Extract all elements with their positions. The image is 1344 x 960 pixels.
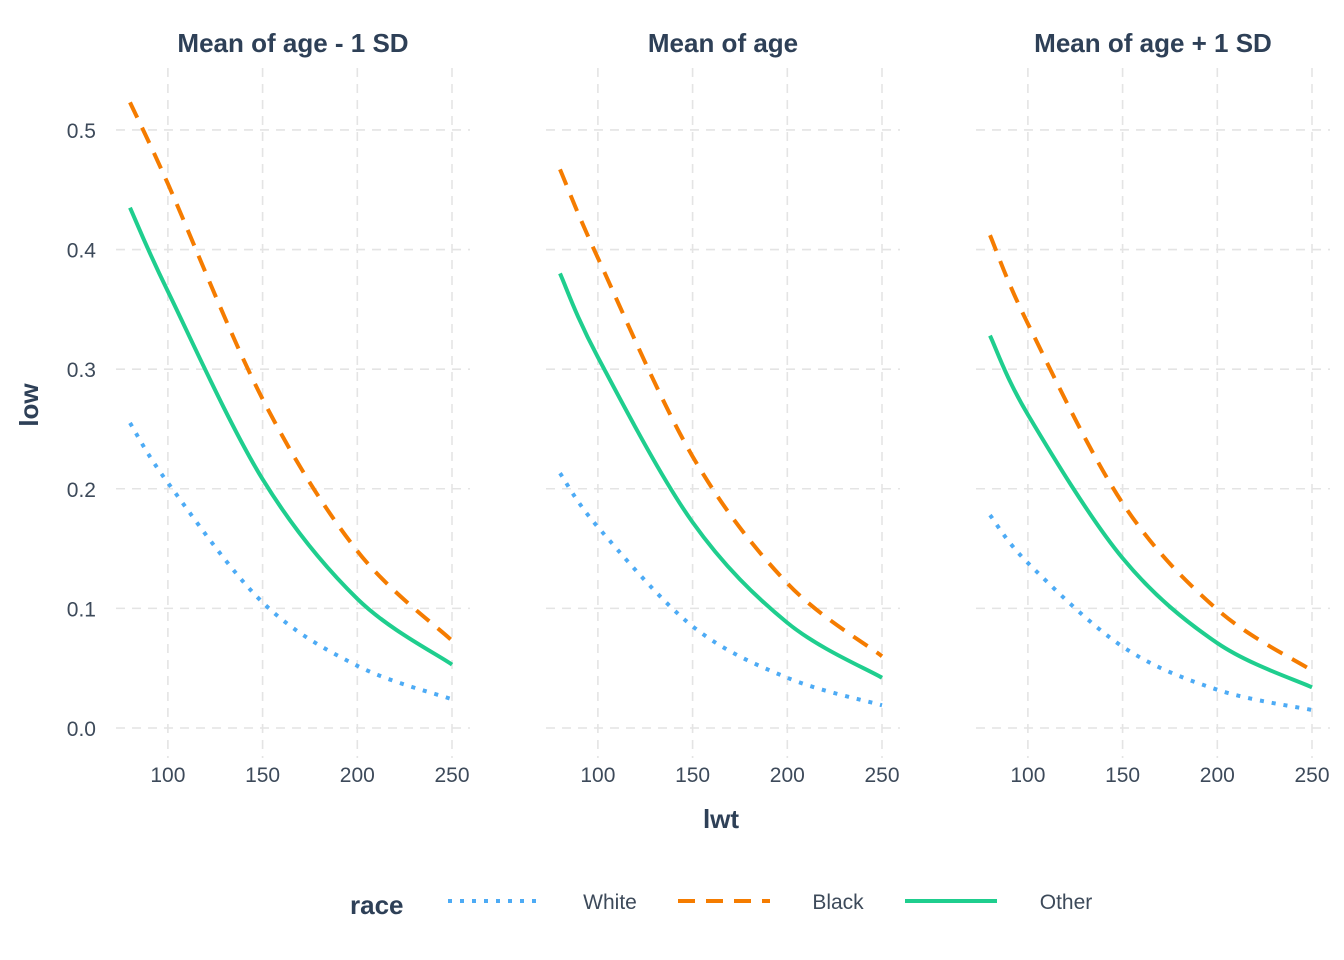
x-tick-label: 150 bbox=[1105, 764, 1140, 787]
facet-panel: Mean of age - 1 SD 100 150 200 250 bbox=[116, 28, 470, 787]
y-tick-label: 0.1 bbox=[67, 598, 96, 621]
series-line-other bbox=[988, 334, 1313, 690]
facet-title: Mean of age + 1 SD bbox=[1034, 28, 1272, 58]
legend-item-black: Black bbox=[678, 891, 864, 914]
y-tick-label: 0.2 bbox=[67, 479, 96, 502]
x-tick-label: 100 bbox=[150, 764, 185, 787]
x-tick-label: 200 bbox=[340, 764, 375, 787]
y-axis-title: low bbox=[14, 383, 44, 427]
facet-title: Mean of age bbox=[648, 28, 798, 58]
facet-panel: Mean of age 100 150 200 250 bbox=[546, 28, 900, 787]
legend-title: race bbox=[350, 890, 404, 920]
series-line-black bbox=[128, 101, 454, 643]
series-line-other bbox=[128, 206, 454, 667]
legend-label: Other bbox=[1040, 891, 1093, 914]
y-tick-label: 0.5 bbox=[67, 120, 96, 143]
series-line-black bbox=[988, 234, 1314, 673]
x-tick-label: 250 bbox=[434, 764, 469, 787]
y-tick-label: 0.3 bbox=[67, 359, 96, 382]
x-tick-label: 250 bbox=[864, 764, 899, 787]
legend-label: White bbox=[583, 891, 637, 914]
legend-item-white: White bbox=[448, 891, 637, 914]
y-axis: 0.0 0.1 0.2 0.3 0.4 0.5 bbox=[67, 120, 97, 741]
x-tick-label: 250 bbox=[1294, 764, 1329, 787]
x-tick-label: 150 bbox=[245, 764, 280, 787]
facet-panel: Mean of age + 1 SD 100 150 200 250 bbox=[976, 28, 1330, 787]
legend-item-other: Other bbox=[905, 891, 1092, 914]
series-line-other bbox=[558, 272, 884, 680]
y-tick-label: 0.4 bbox=[67, 240, 97, 263]
x-axis-title: lwt bbox=[703, 804, 739, 834]
x-tick-label: 200 bbox=[1200, 764, 1235, 787]
legend-label: Black bbox=[812, 891, 864, 914]
series-line-black bbox=[558, 168, 884, 658]
series-line-white bbox=[988, 513, 1313, 713]
y-tick-label: 0.0 bbox=[67, 718, 96, 741]
facet-title: Mean of age - 1 SD bbox=[177, 28, 408, 58]
x-tick-label: 100 bbox=[1010, 764, 1045, 787]
series-line-white bbox=[558, 472, 883, 708]
x-tick-label: 150 bbox=[675, 764, 710, 787]
x-tick-label: 100 bbox=[580, 764, 615, 787]
legend: race White Black Other bbox=[350, 890, 1092, 920]
x-tick-label: 200 bbox=[770, 764, 805, 787]
series-line-white bbox=[128, 421, 453, 702]
